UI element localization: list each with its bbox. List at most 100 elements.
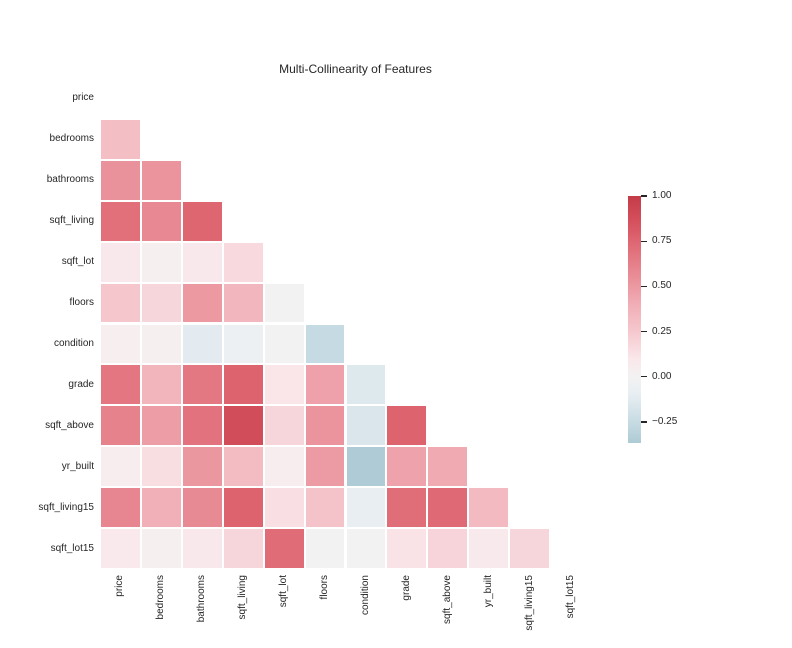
heatmap-cell <box>140 323 182 365</box>
heatmap-cell <box>140 282 182 324</box>
heatmap-cell <box>263 528 305 569</box>
y-tick-label: bedrooms <box>49 133 94 145</box>
heatmap-cell <box>386 487 428 529</box>
heatmap-cell <box>100 528 141 569</box>
colorbar-tick <box>641 421 647 423</box>
heatmap-cell <box>100 118 141 160</box>
heatmap-cell <box>140 241 182 283</box>
heatmap-cell <box>304 364 346 406</box>
heatmap-cell <box>345 487 387 529</box>
heatmap-cell <box>181 405 223 447</box>
x-tick-label: sqft_living <box>237 575 249 620</box>
x-tick-label: floors <box>319 575 331 600</box>
heatmap-cell <box>468 487 510 529</box>
heatmap-cell <box>181 446 223 488</box>
heatmap-cell <box>100 446 141 488</box>
heatmap-cell <box>140 200 182 242</box>
heatmap-cell <box>427 446 469 488</box>
y-tick-label: sqft_lot <box>61 256 94 268</box>
y-tick-label: sqft_living15 <box>38 501 94 513</box>
heatmap-cell <box>345 446 387 488</box>
heatmap-cell <box>100 159 141 201</box>
heatmap-cell <box>181 487 223 529</box>
heatmap-cell <box>181 241 223 283</box>
heatmap-cell <box>263 487 305 529</box>
y-tick-label: sqft_above <box>45 419 94 431</box>
colorbar-tick-label: −0.25 <box>652 416 678 428</box>
y-tick-label: sqft_lot15 <box>50 542 94 554</box>
colorbar-tick-label: 0.50 <box>652 280 672 292</box>
heatmap-cell <box>222 241 264 283</box>
heatmap-cell <box>345 528 387 569</box>
heatmap-cell <box>181 282 223 324</box>
heatmap-cell <box>222 528 264 569</box>
x-tick-label: bathrooms <box>196 575 208 623</box>
heatmap-cell <box>263 364 305 406</box>
heatmap-cell <box>222 323 264 365</box>
heatmap-cell <box>140 364 182 406</box>
y-tick-label: yr_built <box>61 460 94 472</box>
heatmap-cell <box>100 364 141 406</box>
colorbar-tick-label: 0.75 <box>652 235 672 247</box>
heatmap-cell <box>345 364 387 406</box>
x-tick-label: sqft_lot15 <box>564 575 576 619</box>
colorbar-tick <box>641 195 647 197</box>
heatmap-cell <box>181 200 223 242</box>
heatmap-cell <box>100 323 141 365</box>
heatmap-cell <box>140 487 182 529</box>
heatmap-cell <box>222 405 264 447</box>
heatmap-cell <box>386 405 428 447</box>
heatmap-cell <box>263 446 305 488</box>
colorbar-tick <box>641 285 647 287</box>
x-tick-label: condition <box>359 575 371 616</box>
heatmap-cell <box>304 487 346 529</box>
heatmap-cell <box>222 446 264 488</box>
y-tick-label: floors <box>69 297 94 309</box>
heatmap-cell <box>140 159 182 201</box>
heatmap-cell <box>345 405 387 447</box>
y-tick-label: price <box>72 92 94 104</box>
y-tick-label: bathrooms <box>46 174 94 186</box>
heatmap-cell <box>263 282 305 324</box>
heatmap-cell <box>181 528 223 569</box>
heatmap-cell <box>386 528 428 569</box>
colorbar-tick-label: 0.25 <box>652 325 672 337</box>
heatmap-cell <box>263 323 305 365</box>
heatmap-cell <box>468 528 510 569</box>
colorbar-tick-label: 0.00 <box>652 370 672 382</box>
heatmap-cell <box>100 487 141 529</box>
heatmap-cell <box>304 405 346 447</box>
x-tick-label: grade <box>400 575 412 601</box>
colorbar-tick <box>641 240 647 242</box>
heatmap-cell <box>304 323 346 365</box>
x-tick-label: sqft_living15 <box>523 575 535 631</box>
x-tick-label: price <box>114 575 126 597</box>
heatmap-cell <box>100 405 141 447</box>
heatmap-cell <box>386 446 428 488</box>
x-tick-label: bedrooms <box>155 575 167 620</box>
colorbar-tick <box>641 376 647 378</box>
heatmap-cell <box>181 364 223 406</box>
y-tick-label: sqft_living <box>49 215 94 227</box>
x-tick-label: sqft_above <box>441 575 453 624</box>
heatmap-cell <box>100 241 141 283</box>
chart-title: Multi-Collinearity of Features <box>279 62 432 76</box>
heatmap-cell <box>140 405 182 447</box>
heatmap-cell <box>100 282 141 324</box>
heatmap-cell <box>304 528 346 569</box>
y-tick-label: condition <box>53 337 94 349</box>
heatmap-cell <box>222 364 264 406</box>
heatmap-cell <box>181 323 223 365</box>
heatmap-cell <box>100 200 141 242</box>
heatmap-cell <box>427 528 469 569</box>
heatmap-cell <box>140 446 182 488</box>
heatmap-cell <box>140 528 182 569</box>
heatmap-cell <box>427 487 469 529</box>
heatmap-cell <box>509 528 551 569</box>
heatmap-cell <box>222 487 264 529</box>
heatmap-cell <box>263 405 305 447</box>
heatmap-cell <box>304 446 346 488</box>
x-tick-label: sqft_lot <box>278 575 290 608</box>
heatmap-cell <box>222 282 264 324</box>
